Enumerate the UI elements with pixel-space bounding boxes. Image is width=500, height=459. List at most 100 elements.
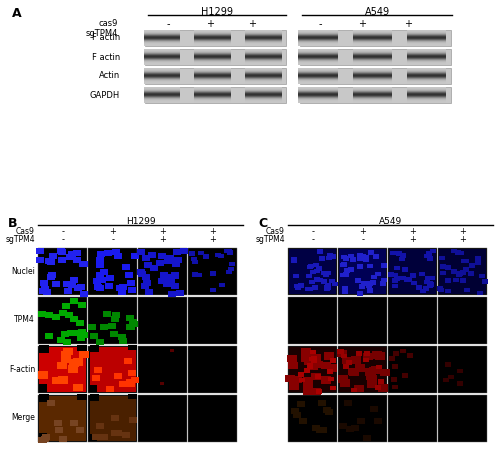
Bar	[90, 396, 136, 441]
Bar	[106, 386, 114, 392]
Bar	[407, 102, 447, 103]
Bar	[245, 100, 282, 101]
Bar	[353, 43, 392, 44]
Bar	[342, 364, 348, 369]
Bar	[39, 433, 47, 441]
Bar	[407, 31, 447, 32]
Bar	[298, 62, 338, 63]
Bar	[245, 94, 282, 95]
Bar	[62, 281, 70, 287]
Bar	[338, 346, 387, 393]
Bar	[298, 83, 338, 84]
Bar	[224, 249, 230, 253]
Bar	[353, 53, 392, 54]
Bar	[353, 94, 392, 95]
Bar	[45, 258, 53, 264]
Bar	[144, 60, 180, 61]
Bar	[194, 80, 231, 81]
Bar	[324, 352, 334, 360]
Bar	[74, 285, 82, 291]
Bar	[96, 257, 104, 263]
Bar	[202, 254, 208, 258]
Bar	[298, 95, 338, 96]
Bar	[116, 285, 124, 291]
Bar	[407, 99, 447, 100]
Bar	[226, 250, 232, 255]
Bar	[407, 79, 447, 80]
Bar	[298, 35, 338, 36]
Bar	[194, 77, 231, 78]
Bar	[294, 284, 300, 288]
Bar	[378, 379, 384, 384]
Text: Merge: Merge	[11, 414, 35, 422]
Bar	[326, 256, 332, 260]
Bar	[44, 312, 52, 319]
Bar	[407, 77, 447, 78]
Bar	[438, 346, 487, 393]
Bar	[367, 375, 377, 382]
Bar	[298, 77, 338, 78]
Bar	[298, 39, 338, 40]
Bar	[245, 60, 282, 61]
Bar	[46, 333, 54, 339]
Bar	[112, 430, 120, 436]
Bar	[39, 396, 86, 441]
Bar	[194, 82, 231, 83]
Bar	[131, 377, 139, 383]
Bar	[131, 253, 139, 259]
Bar	[392, 278, 398, 283]
Bar	[88, 324, 96, 330]
Bar	[390, 356, 396, 361]
Bar	[58, 376, 68, 384]
Bar	[144, 59, 180, 60]
Bar	[340, 273, 346, 278]
Bar	[128, 286, 136, 292]
Bar	[298, 57, 338, 58]
Bar	[438, 248, 487, 295]
Bar	[194, 58, 231, 59]
Bar	[342, 357, 352, 364]
Bar	[77, 345, 87, 351]
Bar	[144, 83, 180, 84]
Bar	[144, 97, 180, 98]
Bar	[353, 55, 392, 56]
Bar	[318, 256, 324, 261]
Bar	[216, 253, 222, 257]
Bar	[229, 262, 235, 266]
Bar	[353, 56, 392, 57]
Bar	[318, 400, 326, 406]
Bar	[194, 95, 231, 96]
Bar	[138, 269, 145, 275]
Bar	[326, 283, 332, 288]
Bar	[112, 312, 120, 318]
Bar	[375, 352, 385, 359]
Bar	[338, 297, 387, 344]
Bar	[300, 30, 451, 46]
Bar	[299, 418, 307, 424]
Bar	[388, 248, 437, 295]
Bar	[407, 42, 447, 43]
Bar	[298, 71, 338, 72]
Bar	[424, 275, 430, 280]
Bar	[340, 379, 349, 386]
Bar	[245, 52, 282, 53]
Bar	[80, 261, 88, 267]
Bar	[440, 264, 446, 269]
Bar	[407, 59, 447, 60]
Bar	[288, 297, 337, 344]
Bar	[194, 101, 231, 102]
Bar	[298, 75, 338, 76]
Bar	[351, 425, 359, 431]
Bar	[307, 363, 313, 367]
Bar	[407, 74, 447, 75]
Bar	[77, 394, 87, 400]
Text: -: -	[318, 29, 322, 39]
Bar	[194, 57, 231, 58]
Bar	[245, 44, 282, 45]
Text: +: +	[160, 228, 166, 236]
Bar	[170, 349, 174, 353]
Text: B: B	[8, 217, 18, 230]
Bar	[320, 427, 328, 433]
Bar	[424, 253, 430, 258]
Bar	[298, 97, 338, 98]
